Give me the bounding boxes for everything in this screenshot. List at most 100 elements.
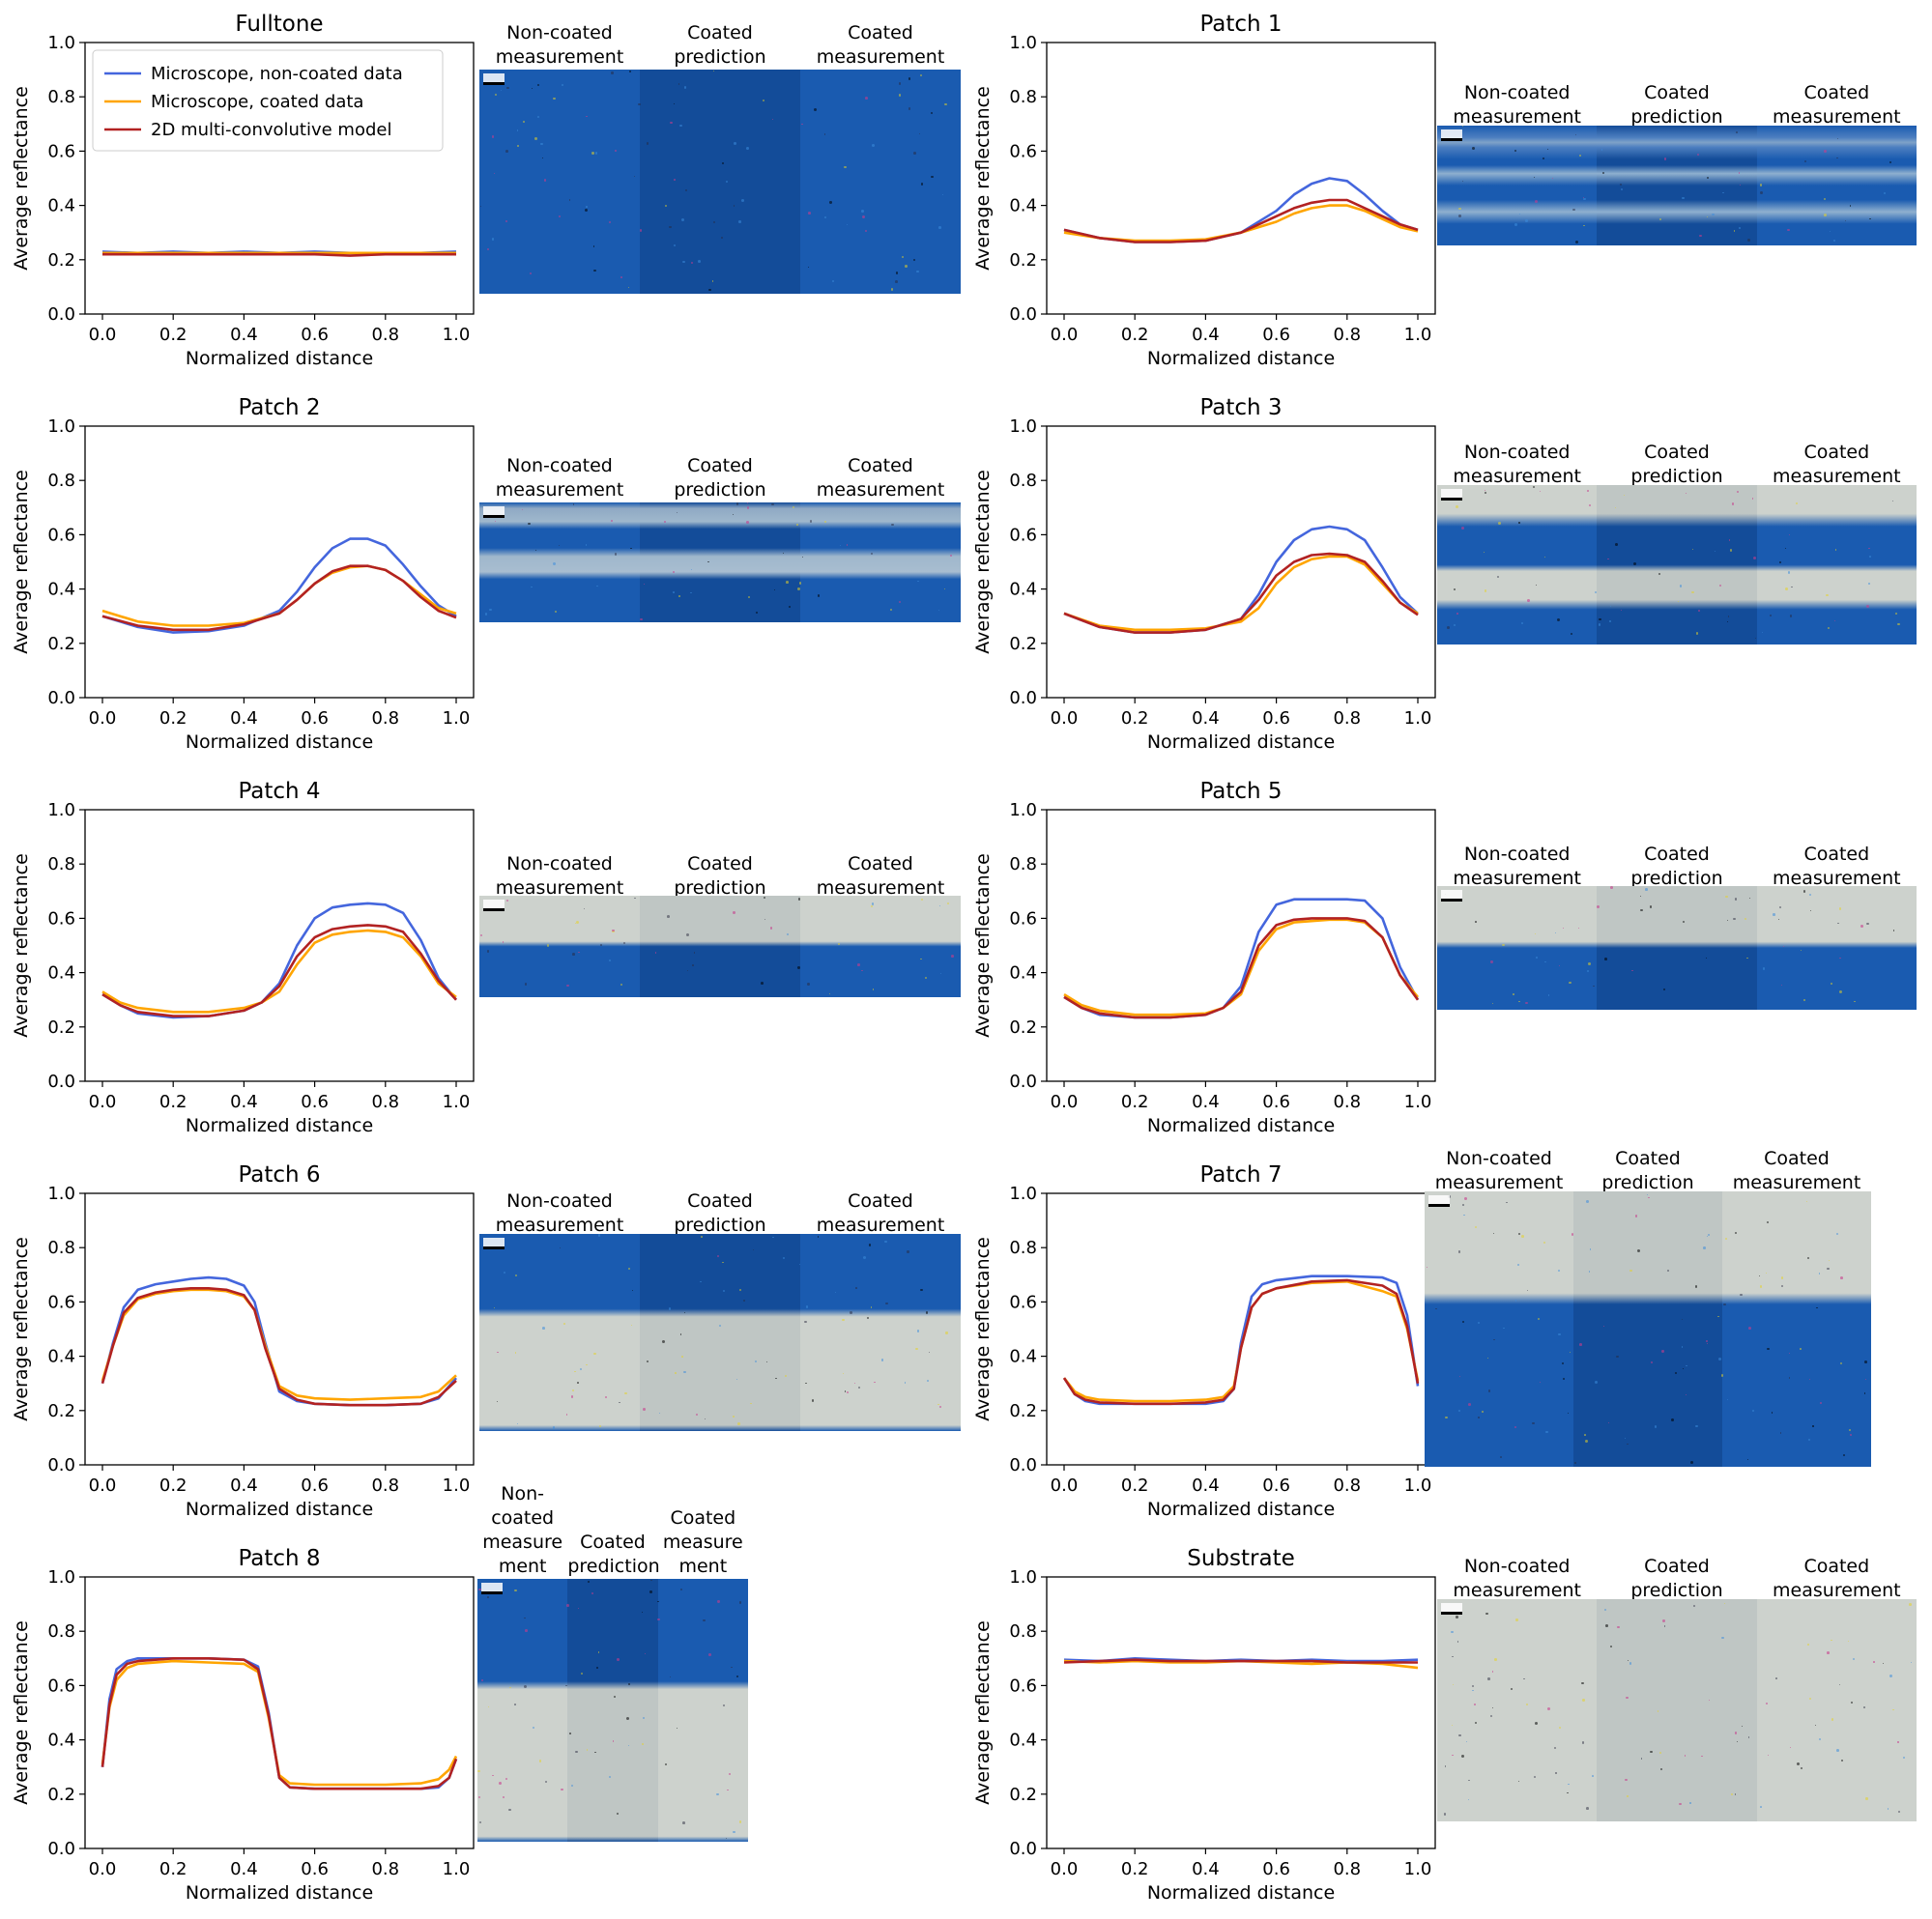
y-axis-label: Average reflectance (11, 470, 32, 654)
micrograph-strip (1597, 1599, 1758, 1821)
micrograph-speckle (1679, 585, 1682, 587)
micrograph-speckle (823, 215, 826, 218)
micrograph-speckle (1518, 1000, 1520, 1002)
micrograph-column-label: Coated measurement (1773, 82, 1901, 128)
micrograph-speckle (558, 545, 561, 547)
micrograph-speckle (586, 115, 588, 118)
micrograph-speckle (1662, 988, 1666, 991)
panel-fulltone: Fulltone 0.0 0.2 0.4 0.6 0.8 1.0 0.0 0.2 0.4 0.6 0.… (0, 0, 966, 384)
micrograph-speckle (1828, 1260, 1830, 1262)
micrograph-speckle (752, 1249, 754, 1251)
micrograph-speckle (480, 933, 483, 937)
micrograph-speckle (486, 248, 490, 251)
micrograph-column-label: Coated measurement (816, 22, 945, 68)
micrograph-speckle (1714, 550, 1716, 553)
micrograph-speckle (1639, 895, 1641, 897)
micrograph-speckle (641, 1743, 644, 1746)
micrograph-speckle (1650, 1750, 1653, 1754)
micrograph-speckle (634, 897, 636, 900)
micrograph-speckle (1457, 215, 1461, 217)
y-tick-label: 1.0 (47, 1567, 75, 1588)
micrograph-speckle (495, 520, 497, 522)
micrograph-speckle (523, 1685, 527, 1689)
micrograph-speckle (577, 1608, 579, 1610)
scale-bar (483, 73, 505, 85)
y-axis-label: Average reflectance (972, 86, 994, 271)
plot-frame (1046, 42, 1436, 315)
micrograph-speckle (890, 288, 894, 292)
micrograph-speckle (796, 524, 798, 526)
micrograph-speckle (1718, 585, 1721, 587)
micrograph-speckle (839, 544, 841, 546)
y-tick-label: 1.0 (47, 33, 75, 53)
micrograph-speckle (1726, 1398, 1729, 1400)
micrograph-speckle (1600, 149, 1603, 151)
micrograph-speckle (487, 1595, 489, 1598)
micrograph-speckle (1844, 219, 1847, 222)
micrograph-speckle (1657, 1710, 1659, 1712)
x-tick-label: 1.0 (1404, 1859, 1432, 1879)
micrograph-speckle (1636, 1248, 1640, 1252)
micrograph-speckle (919, 958, 922, 960)
micrograph-speckle (679, 124, 682, 128)
micrograph-speckle (867, 1316, 870, 1320)
micrograph-speckle (1544, 961, 1546, 963)
micrograph-strip (479, 70, 641, 294)
micrograph-speckle (627, 1682, 631, 1685)
micrograph-speckle (1725, 896, 1728, 899)
micrograph-speckle (1697, 153, 1700, 157)
micrograph-speckle (803, 1320, 807, 1324)
micrograph-speckle (1908, 1603, 1912, 1606)
micrograph-speckle (1634, 1215, 1638, 1217)
micrograph-speckle (1503, 1327, 1505, 1330)
micrograph-speckle (594, 152, 598, 155)
micrograph-speckle (708, 1653, 711, 1656)
micrograph-speckle (853, 1382, 855, 1384)
micrograph-speckle (1599, 617, 1601, 621)
micrograph-speckle (1818, 1273, 1821, 1275)
micrograph-speckle (1724, 1603, 1726, 1605)
micrograph-speckle (1640, 908, 1643, 912)
micrograph-speckle (915, 1347, 919, 1351)
x-tick-label: 0.6 (1262, 1092, 1290, 1112)
y-tick-label: 0.8 (47, 1621, 75, 1642)
micrograph-speckle (639, 229, 642, 232)
chart-substrate: Substrate 0.0 0.2 0.4 0.6 0.8 1.0 0.0 0.2 0.4 0.6 0… (972, 1546, 1436, 1904)
micrograph-speckle (534, 549, 537, 551)
y-tick-label: 0.4 (1009, 196, 1037, 216)
micrograph-speckle (566, 1604, 569, 1607)
micrograph-speckle (740, 199, 744, 202)
micrograph-speckle (1625, 1778, 1628, 1782)
x-tick-label: 0.6 (301, 325, 329, 345)
micrograph-speckle (531, 88, 533, 90)
micrograph-speckle (657, 1600, 659, 1602)
micrograph-speckle (1740, 1293, 1743, 1296)
series-line-microscope-coated-data (1063, 918, 1420, 1017)
micrograph-speckle (861, 969, 863, 972)
micrograph-column-label: Coated measurement (1773, 1556, 1901, 1601)
micrograph-speckle (1848, 1641, 1850, 1643)
micrograph-speckle (1759, 1285, 1763, 1288)
x-tick-label: 0.2 (159, 708, 187, 729)
micrograph-speckle (1575, 241, 1578, 244)
micrograph-speckle (1490, 960, 1494, 963)
x-tick-label: 0.0 (1051, 1092, 1079, 1112)
panel-patch-3: Patch 3 0.0 0.2 0.4 0.6 0.8 1.0 0.0 0.2 0.4 0.6 0.8… (962, 384, 1927, 767)
series-line-2d-multi-convolutive-model (101, 564, 457, 632)
micrograph-speckle (1594, 591, 1598, 594)
x-axis-label: Normalized distance (1147, 1882, 1335, 1904)
micrograph-speckle (698, 259, 701, 263)
y-tick-label: 0.0 (47, 304, 75, 325)
micrograph-speckle (1574, 133, 1577, 136)
x-tick-label: 0.0 (89, 1092, 117, 1112)
x-tick-label: 0.8 (371, 1859, 399, 1879)
micrograph-speckle (763, 897, 765, 900)
micrograph-speckle (733, 1416, 735, 1418)
micrograph-speckle (595, 1666, 598, 1669)
micrograph-speckle (719, 1324, 722, 1327)
micrograph-speckle (1602, 1326, 1605, 1328)
micrograph-speckle (682, 1821, 686, 1824)
series-line-microscope-coated-data (101, 564, 457, 627)
micrograph-speckle (1553, 1746, 1556, 1749)
micrograph-speckle (1492, 1671, 1494, 1673)
